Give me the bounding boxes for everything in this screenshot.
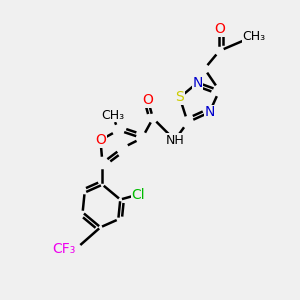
Text: O: O (95, 133, 106, 147)
Text: S: S (175, 91, 184, 104)
Text: NH: NH (165, 134, 184, 147)
Text: O: O (142, 94, 154, 107)
Text: Cl: Cl (131, 188, 145, 202)
Text: CH₃: CH₃ (242, 30, 266, 43)
Text: O: O (214, 22, 225, 36)
Text: N: N (192, 76, 203, 90)
Text: CH₃: CH₃ (101, 109, 124, 122)
Text: N: N (204, 105, 214, 119)
Text: CF₃: CF₃ (52, 242, 76, 256)
